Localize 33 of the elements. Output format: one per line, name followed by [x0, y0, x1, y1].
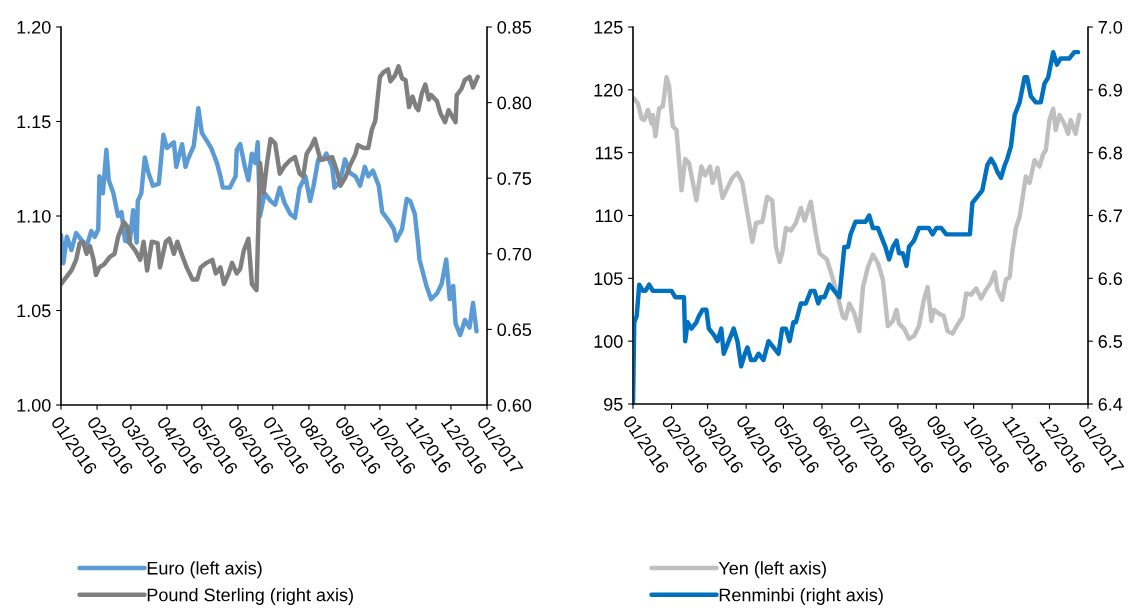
y-tick-label: 105: [594, 272, 623, 286]
y-tick-label: 125: [594, 20, 623, 34]
y2-tick-label: 6.7: [1098, 209, 1122, 223]
line-series: [61, 64, 480, 293]
y2-tick-label: 6.5: [1098, 335, 1123, 348]
y2-tick-label: 0.85: [497, 20, 532, 34]
y2-tick-label: 6.4: [1098, 397, 1123, 411]
y-tick-label: 95: [604, 397, 623, 411]
y-tick-label: 1.15: [17, 115, 51, 129]
y2-tick-label: 0.60: [497, 398, 532, 412]
line-series: [633, 75, 1082, 341]
y2-tick-label: 0.70: [497, 247, 532, 261]
y-tick-label: 1.20: [17, 20, 51, 34]
y-tick-label: 100: [594, 335, 623, 348]
legend-label: Yen (left axis): [718, 561, 826, 579]
y2-tick-label: 0.75: [497, 172, 532, 185]
y2-tick-label: 0.80: [497, 96, 532, 110]
legend-label: Pound Sterling (right axis): [147, 588, 353, 605]
y2-tick-label: 6.9: [1098, 83, 1122, 97]
y2-tick-label: 0.65: [497, 323, 532, 337]
y2-tick-label: 6.6: [1098, 272, 1123, 286]
y-tick-label: 1.05: [17, 304, 51, 318]
legend-label: Euro (left axis): [147, 561, 262, 579]
y-tick-label: 110: [595, 209, 623, 223]
y2-tick-label: 7.0: [1098, 20, 1123, 34]
y-tick-label: 1.00: [17, 398, 51, 412]
y-tick-label: 115: [595, 146, 623, 160]
legend-label: Renminbi (right axis): [719, 588, 883, 605]
y-tick-label: 120: [594, 83, 623, 97]
line-series: [633, 49, 1081, 404]
line-series: [61, 106, 479, 338]
y2-tick-label: 6.8: [1098, 146, 1123, 160]
y-tick-label: 1.10: [17, 209, 51, 223]
